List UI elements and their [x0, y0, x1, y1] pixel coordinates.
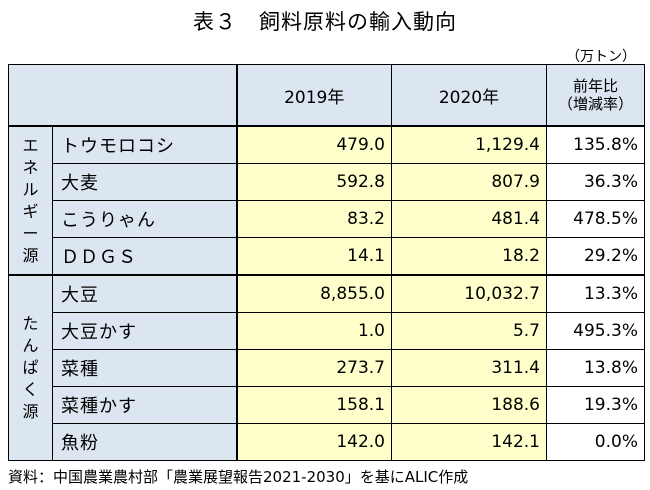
item-name: ＤＤＧＳ: [52, 237, 238, 276]
item-name: 大豆かす: [52, 312, 238, 350]
value-2020: 142.1: [391, 423, 547, 461]
value-2019: 479.0: [236, 125, 392, 164]
header-blank: [8, 64, 238, 127]
value-ratio: 36.3%: [546, 163, 645, 201]
value-2019: 158.1: [236, 386, 392, 424]
group-label-char: た: [22, 314, 39, 333]
header-2020: 2020年: [391, 64, 547, 127]
table-row: エネルギー源トウモロコシ 479.0 1,129.4 135.8%: [8, 125, 645, 276]
table-row: こうりゃん 83.2 481.4 478.5%: [9, 200, 645, 238]
value-ratio: 495.3%: [546, 312, 645, 350]
value-2020: 5.7: [391, 312, 547, 350]
item-name: 大麦: [52, 163, 238, 201]
table-row: ＤＤＧＳ 14.1 18.2 29.2%: [9, 237, 645, 276]
item-name: トウモロコシ: [52, 125, 238, 164]
group-label-char: ル: [22, 179, 39, 199]
item-name: 菜種かす: [52, 386, 238, 424]
value-ratio: 0.0%: [546, 423, 645, 461]
value-ratio: 19.3%: [546, 386, 645, 424]
value-ratio: 478.5%: [546, 200, 645, 238]
header-ratio: 前年比 （増減率）: [546, 64, 645, 127]
table-row: たんぱく源大豆 8,855.0 10,032.7 13.3%: [8, 274, 645, 461]
source-note: 資料：中国農業農村部「農業展望報告2021-2030」を基にALIC作成: [8, 468, 469, 486]
unit-label: （万トン）: [566, 49, 636, 65]
table-title: 表３ 飼料原料の輸入動向: [193, 10, 457, 34]
value-2019: 83.2: [236, 200, 392, 238]
group-label-char: ぱ: [22, 358, 39, 377]
value-2019: 14.1: [236, 237, 392, 276]
group-label-char: く: [22, 380, 39, 399]
value-2020: 10,032.7: [391, 274, 547, 313]
value-2019: 8,855.0: [236, 274, 392, 313]
value-ratio: 13.8%: [546, 349, 645, 387]
value-ratio: 13.3%: [546, 274, 645, 313]
item-name: 魚粉: [52, 423, 238, 461]
item-name: こうりゃん: [52, 200, 238, 238]
group-label-char: ー: [22, 223, 39, 243]
value-2020: 311.4: [391, 349, 547, 387]
header-ratio-line2: （増減率）: [557, 95, 633, 113]
header-row: 2019年 2020年 前年比 （増減率）: [8, 64, 645, 127]
value-ratio: 135.8%: [546, 125, 645, 164]
value-2019: 592.8: [236, 163, 392, 201]
table-row: 大豆かす 1.0 5.7 495.3%: [9, 312, 645, 350]
table-row: 大麦 592.8 807.9 36.3%: [9, 163, 645, 201]
group-label: エネルギー源: [8, 125, 53, 276]
group-label-char: 源: [22, 402, 39, 421]
group-label-char: ギ: [22, 201, 39, 221]
value-2019: 142.0: [236, 423, 392, 461]
value-2020: 481.4: [391, 200, 547, 238]
value-2020: 188.6: [391, 386, 547, 424]
value-2020: 18.2: [391, 237, 547, 276]
value-2020: 807.9: [391, 163, 547, 201]
group-label-char: ネ: [22, 157, 39, 177]
item-name: 大豆: [52, 274, 238, 313]
group-label-char: 源: [22, 245, 39, 265]
value-ratio: 29.2%: [546, 237, 645, 276]
value-2019: 273.7: [236, 349, 392, 387]
table-row: 菜種かす 158.1 188.6 19.3%: [9, 386, 645, 424]
table-row: 菜種 273.7 311.4 13.8%: [9, 349, 645, 387]
group-label-char: エ: [22, 135, 39, 155]
item-name: 菜種: [52, 349, 238, 387]
import-table: 2019年 2020年 前年比 （増減率） エネルギー源トウモロコシ 479.0 1…: [8, 64, 645, 461]
header-2019: 2019年: [236, 64, 392, 127]
group-label-char: ん: [22, 336, 39, 355]
value-2020: 1,129.4: [391, 125, 547, 164]
value-2019: 1.0: [236, 312, 392, 350]
header-ratio-line1: 前年比: [572, 77, 618, 95]
table-row: 魚粉 142.0 142.1 0.0%: [9, 423, 645, 461]
group-label: たんぱく源: [8, 274, 53, 461]
